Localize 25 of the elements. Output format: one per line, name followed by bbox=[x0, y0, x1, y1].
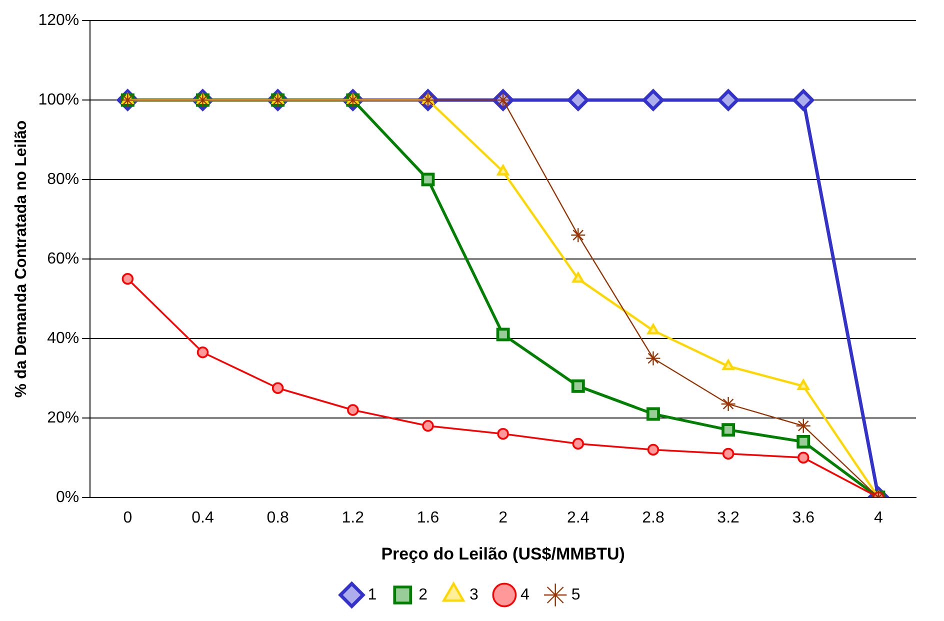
y-axis-title: % da Demanda Contratada no Leilão bbox=[13, 120, 30, 398]
x-tick-label: 0 bbox=[123, 509, 132, 526]
y-tick-label: 60% bbox=[47, 250, 80, 268]
legend-label: 1 bbox=[368, 586, 377, 604]
y-tick-label: 40% bbox=[47, 330, 80, 347]
legend-label: 4 bbox=[520, 586, 530, 604]
x-tick-label: 4 bbox=[874, 509, 884, 526]
x-tick-label: 2 bbox=[498, 509, 508, 526]
x-tick-label: 1.6 bbox=[416, 509, 440, 526]
y-tick-label: 20% bbox=[47, 409, 80, 426]
legend-label: 5 bbox=[571, 586, 580, 604]
x-tick-label: 0.4 bbox=[192, 509, 214, 526]
y-tick-label: 80% bbox=[47, 170, 80, 188]
x-tick-label: 3.6 bbox=[792, 509, 815, 526]
x-tick-label: 0.8 bbox=[266, 509, 290, 526]
legend-label: 2 bbox=[418, 586, 428, 604]
x-axis-title: Preço do Leilão (US$/MMBTU) bbox=[381, 544, 625, 564]
y-tick-label: 120% bbox=[38, 12, 80, 30]
y-tick-label: 100% bbox=[38, 91, 80, 108]
x-tick-label: 3.2 bbox=[717, 509, 740, 526]
x-tick-label: 2.4 bbox=[567, 509, 590, 526]
legend-label: 3 bbox=[470, 586, 479, 604]
x-tick-label: 1.2 bbox=[342, 509, 364, 526]
x-tick-label: 2.8 bbox=[642, 509, 664, 526]
y-tick-label: 0% bbox=[56, 488, 80, 506]
